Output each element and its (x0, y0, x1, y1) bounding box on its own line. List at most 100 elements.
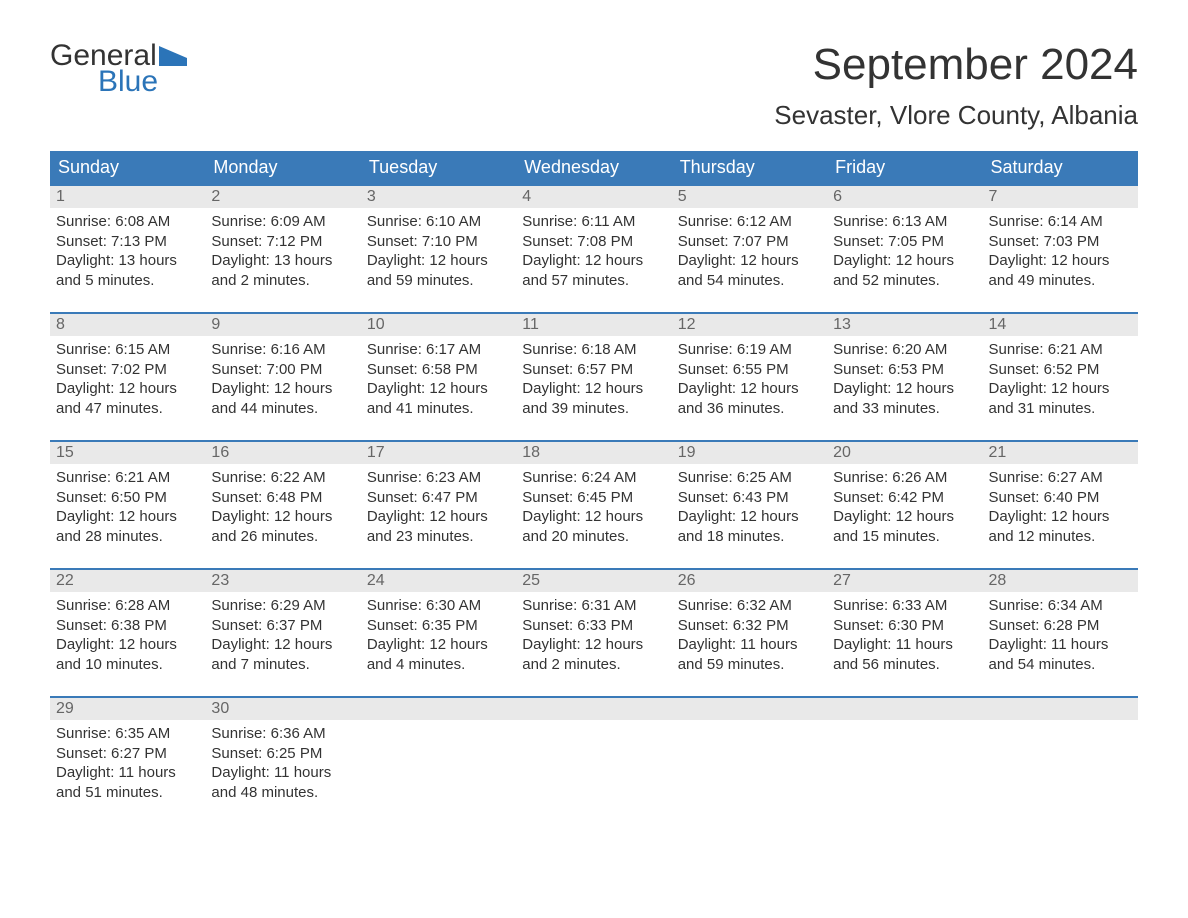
day-number: 22 (50, 568, 205, 592)
sunset-text: Sunset: 6:32 PM (678, 616, 821, 636)
day-number: 29 (50, 696, 205, 720)
calendar-body: 1Sunrise: 6:08 AMSunset: 7:13 PMDaylight… (50, 184, 1138, 824)
day-number: 28 (983, 568, 1138, 592)
day-content: Sunrise: 6:26 AMSunset: 6:42 PMDaylight:… (827, 464, 982, 556)
day-header: Thursday (672, 151, 827, 184)
day-header: Sunday (50, 151, 205, 184)
day-content: Sunrise: 6:08 AMSunset: 7:13 PMDaylight:… (50, 208, 205, 300)
calendar-day-cell: 17Sunrise: 6:23 AMSunset: 6:47 PMDayligh… (361, 440, 516, 568)
daylight-text: Daylight: 13 hours and 5 minutes. (56, 251, 199, 290)
logo-text-line2: Blue (50, 66, 187, 98)
daylight-text: Daylight: 11 hours and 48 minutes. (211, 763, 354, 802)
daylight-text: Daylight: 12 hours and 2 minutes. (522, 635, 665, 674)
day-content: Sunrise: 6:21 AMSunset: 6:50 PMDaylight:… (50, 464, 205, 556)
day-header-row: SundayMondayTuesdayWednesdayThursdayFrid… (50, 151, 1138, 184)
day-number: . (827, 696, 982, 720)
sunrise-text: Sunrise: 6:30 AM (367, 596, 510, 616)
sunset-text: Sunset: 6:57 PM (522, 360, 665, 380)
calendar-week-row: 22Sunrise: 6:28 AMSunset: 6:38 PMDayligh… (50, 568, 1138, 696)
calendar-week-row: 8Sunrise: 6:15 AMSunset: 7:02 PMDaylight… (50, 312, 1138, 440)
sunrise-text: Sunrise: 6:11 AM (522, 212, 665, 232)
daylight-text: Daylight: 11 hours and 56 minutes. (833, 635, 976, 674)
day-number: . (516, 696, 671, 720)
calendar-week-row: 1Sunrise: 6:08 AMSunset: 7:13 PMDaylight… (50, 184, 1138, 312)
sunset-text: Sunset: 7:02 PM (56, 360, 199, 380)
day-content: Sunrise: 6:11 AMSunset: 7:08 PMDaylight:… (516, 208, 671, 300)
sunrise-text: Sunrise: 6:09 AM (211, 212, 354, 232)
day-content: Sunrise: 6:23 AMSunset: 6:47 PMDaylight:… (361, 464, 516, 556)
sunrise-text: Sunrise: 6:22 AM (211, 468, 354, 488)
calendar-week-row: 15Sunrise: 6:21 AMSunset: 6:50 PMDayligh… (50, 440, 1138, 568)
day-content: Sunrise: 6:21 AMSunset: 6:52 PMDaylight:… (983, 336, 1138, 428)
day-content: Sunrise: 6:17 AMSunset: 6:58 PMDaylight:… (361, 336, 516, 428)
sunrise-text: Sunrise: 6:32 AM (678, 596, 821, 616)
sunrise-text: Sunrise: 6:33 AM (833, 596, 976, 616)
calendar-week-row: 29Sunrise: 6:35 AMSunset: 6:27 PMDayligh… (50, 696, 1138, 824)
sunset-text: Sunset: 6:37 PM (211, 616, 354, 636)
calendar-day-cell: . (983, 696, 1138, 824)
day-content: Sunrise: 6:31 AMSunset: 6:33 PMDaylight:… (516, 592, 671, 684)
day-number: 9 (205, 312, 360, 336)
calendar-day-cell: 14Sunrise: 6:21 AMSunset: 6:52 PMDayligh… (983, 312, 1138, 440)
calendar-day-cell: 2Sunrise: 6:09 AMSunset: 7:12 PMDaylight… (205, 184, 360, 312)
calendar-day-cell: 4Sunrise: 6:11 AMSunset: 7:08 PMDaylight… (516, 184, 671, 312)
location-text: Sevaster, Vlore County, Albania (774, 100, 1138, 131)
sunrise-text: Sunrise: 6:35 AM (56, 724, 199, 744)
day-content: Sunrise: 6:35 AMSunset: 6:27 PMDaylight:… (50, 720, 205, 812)
sunrise-text: Sunrise: 6:24 AM (522, 468, 665, 488)
sunrise-text: Sunrise: 6:34 AM (989, 596, 1132, 616)
calendar-day-cell: 21Sunrise: 6:27 AMSunset: 6:40 PMDayligh… (983, 440, 1138, 568)
calendar-day-cell: 6Sunrise: 6:13 AMSunset: 7:05 PMDaylight… (827, 184, 982, 312)
day-number: . (983, 696, 1138, 720)
sunrise-text: Sunrise: 6:28 AM (56, 596, 199, 616)
sunset-text: Sunset: 7:05 PM (833, 232, 976, 252)
day-number: 19 (672, 440, 827, 464)
sunset-text: Sunset: 6:58 PM (367, 360, 510, 380)
daylight-text: Daylight: 12 hours and 52 minutes. (833, 251, 976, 290)
calendar-day-cell: 16Sunrise: 6:22 AMSunset: 6:48 PMDayligh… (205, 440, 360, 568)
sunrise-text: Sunrise: 6:25 AM (678, 468, 821, 488)
daylight-text: Daylight: 12 hours and 41 minutes. (367, 379, 510, 418)
day-content: Sunrise: 6:13 AMSunset: 7:05 PMDaylight:… (827, 208, 982, 300)
day-content: Sunrise: 6:28 AMSunset: 6:38 PMDaylight:… (50, 592, 205, 684)
sunrise-text: Sunrise: 6:10 AM (367, 212, 510, 232)
sunrise-text: Sunrise: 6:36 AM (211, 724, 354, 744)
calendar-day-cell: . (516, 696, 671, 824)
day-content: Sunrise: 6:19 AMSunset: 6:55 PMDaylight:… (672, 336, 827, 428)
day-number: 14 (983, 312, 1138, 336)
sunrise-text: Sunrise: 6:23 AM (367, 468, 510, 488)
day-number: 25 (516, 568, 671, 592)
sunset-text: Sunset: 6:52 PM (989, 360, 1132, 380)
sunrise-text: Sunrise: 6:29 AM (211, 596, 354, 616)
sunrise-text: Sunrise: 6:13 AM (833, 212, 976, 232)
daylight-text: Daylight: 12 hours and 23 minutes. (367, 507, 510, 546)
sunrise-text: Sunrise: 6:27 AM (989, 468, 1132, 488)
day-number: 30 (205, 696, 360, 720)
sunset-text: Sunset: 6:48 PM (211, 488, 354, 508)
daylight-text: Daylight: 12 hours and 39 minutes. (522, 379, 665, 418)
sunset-text: Sunset: 6:42 PM (833, 488, 976, 508)
daylight-text: Daylight: 12 hours and 44 minutes. (211, 379, 354, 418)
daylight-text: Daylight: 12 hours and 54 minutes. (678, 251, 821, 290)
day-content: Sunrise: 6:12 AMSunset: 7:07 PMDaylight:… (672, 208, 827, 300)
calendar-day-cell: 5Sunrise: 6:12 AMSunset: 7:07 PMDaylight… (672, 184, 827, 312)
logo: General Blue (50, 40, 187, 97)
calendar-day-cell: 20Sunrise: 6:26 AMSunset: 6:42 PMDayligh… (827, 440, 982, 568)
daylight-text: Daylight: 12 hours and 28 minutes. (56, 507, 199, 546)
day-number: 10 (361, 312, 516, 336)
day-content: Sunrise: 6:10 AMSunset: 7:10 PMDaylight:… (361, 208, 516, 300)
daylight-text: Daylight: 12 hours and 20 minutes. (522, 507, 665, 546)
calendar-day-cell: 27Sunrise: 6:33 AMSunset: 6:30 PMDayligh… (827, 568, 982, 696)
sunset-text: Sunset: 6:53 PM (833, 360, 976, 380)
sunset-text: Sunset: 6:27 PM (56, 744, 199, 764)
calendar-day-cell: 9Sunrise: 6:16 AMSunset: 7:00 PMDaylight… (205, 312, 360, 440)
sunset-text: Sunset: 7:00 PM (211, 360, 354, 380)
calendar-day-cell: 3Sunrise: 6:10 AMSunset: 7:10 PMDaylight… (361, 184, 516, 312)
day-number: 3 (361, 184, 516, 208)
sunset-text: Sunset: 6:30 PM (833, 616, 976, 636)
sunset-text: Sunset: 6:38 PM (56, 616, 199, 636)
sunset-text: Sunset: 6:40 PM (989, 488, 1132, 508)
sunrise-text: Sunrise: 6:31 AM (522, 596, 665, 616)
calendar-day-cell: 12Sunrise: 6:19 AMSunset: 6:55 PMDayligh… (672, 312, 827, 440)
daylight-text: Daylight: 12 hours and 15 minutes. (833, 507, 976, 546)
